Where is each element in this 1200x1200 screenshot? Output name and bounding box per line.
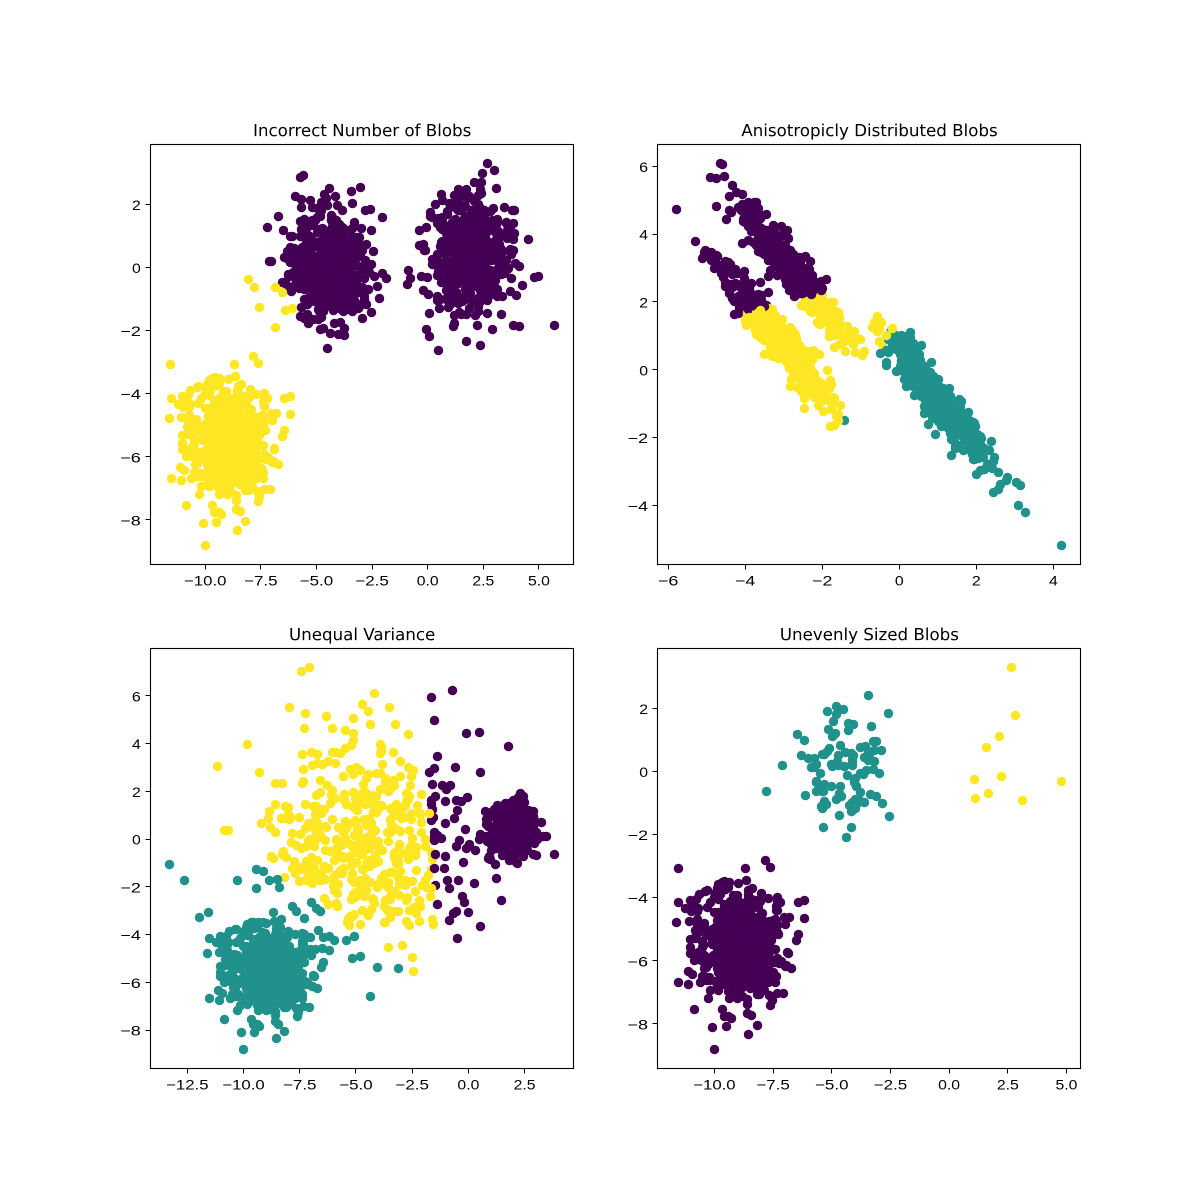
svg-text:4: 4: [132, 736, 141, 752]
svg-text:−8: −8: [120, 512, 141, 528]
svg-text:2: 2: [972, 572, 981, 588]
svg-text:−2: −2: [628, 430, 649, 446]
svg-text:−6: −6: [120, 975, 141, 991]
svg-text:−5.0: −5.0: [300, 572, 334, 588]
svg-text:−8: −8: [120, 1023, 141, 1039]
svg-text:2: 2: [132, 197, 141, 213]
svg-text:−6: −6: [658, 572, 679, 588]
svg-text:4: 4: [639, 227, 648, 243]
svg-text:2: 2: [639, 294, 648, 310]
svg-text:−7.5: −7.5: [283, 1076, 317, 1092]
svg-text:2.5: 2.5: [514, 1076, 536, 1092]
svg-text:0: 0: [132, 260, 141, 276]
svg-text:−10.0: −10.0: [222, 1076, 265, 1092]
svg-text:0.0: 0.0: [417, 572, 439, 588]
svg-text:0: 0: [639, 362, 648, 378]
svg-text:−7.5: −7.5: [244, 572, 278, 588]
svg-text:−2: −2: [120, 323, 141, 339]
svg-text:0.0: 0.0: [457, 1076, 479, 1092]
svg-text:−4: −4: [628, 498, 649, 514]
svg-text:4: 4: [1049, 572, 1058, 588]
svg-text:−4: −4: [735, 572, 756, 588]
svg-text:6: 6: [132, 688, 141, 704]
svg-text:2.5: 2.5: [472, 572, 494, 588]
svg-text:−12.5: −12.5: [166, 1076, 209, 1092]
svg-text:6: 6: [639, 159, 648, 175]
svg-text:−4: −4: [120, 927, 141, 943]
svg-text:0: 0: [895, 572, 904, 588]
svg-text:−5.0: −5.0: [339, 1076, 373, 1092]
svg-text:−6: −6: [120, 449, 141, 465]
svg-text:5.0: 5.0: [528, 572, 550, 588]
svg-text:0: 0: [132, 832, 141, 848]
svg-text:2: 2: [132, 784, 141, 800]
svg-text:−10.0: −10.0: [184, 572, 227, 588]
svg-text:−2: −2: [120, 879, 141, 895]
svg-text:−2.5: −2.5: [355, 572, 389, 588]
svg-text:−4: −4: [120, 386, 141, 402]
svg-text:−2: −2: [812, 572, 833, 588]
svg-text:−2.5: −2.5: [395, 1076, 429, 1092]
